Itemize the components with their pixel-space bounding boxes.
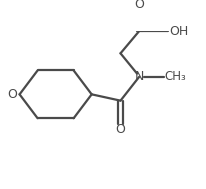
Text: CH₃: CH₃ — [165, 70, 187, 84]
Text: OH: OH — [169, 25, 188, 38]
Text: O: O — [134, 0, 144, 11]
Text: N: N — [134, 70, 144, 84]
Text: O: O — [7, 88, 17, 101]
Text: O: O — [116, 122, 125, 136]
